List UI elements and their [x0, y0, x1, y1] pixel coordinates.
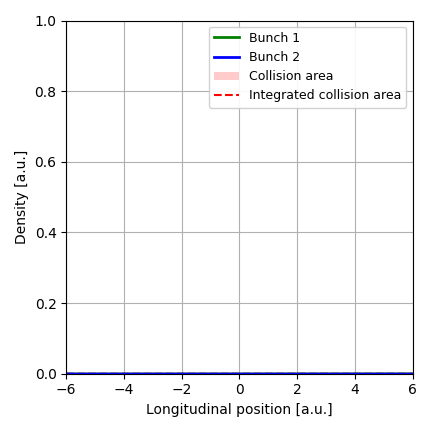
Bunch 1 [232, 371, 237, 376]
Integrated collision area [399, 371, 404, 376]
Bunch 2 [410, 371, 415, 376]
Bunch 1 [337, 371, 342, 376]
Bunch 2 [223, 371, 228, 376]
Bunch 2 [232, 371, 237, 376]
Bunch 2 [81, 371, 86, 376]
Integrated collision area [232, 371, 237, 376]
Bunch 2 [64, 371, 69, 376]
Bunch 2 [400, 371, 405, 376]
Integrated collision area [81, 371, 86, 376]
Bunch 1 [223, 371, 228, 376]
Bunch 1 [400, 371, 405, 376]
Bunch 2 [337, 371, 342, 376]
Integrated collision area [400, 371, 405, 376]
Bunch 2 [400, 371, 405, 376]
Integrated collision area [223, 371, 228, 376]
Legend: Bunch 1, Bunch 2, Collision area, Integrated collision area: Bunch 1, Bunch 2, Collision area, Integr… [209, 27, 407, 108]
Integrated collision area [410, 371, 415, 376]
X-axis label: Longitudinal position [a.u.]: Longitudinal position [a.u.] [146, 403, 333, 417]
Bunch 1 [64, 371, 69, 376]
Integrated collision area [64, 371, 69, 376]
Bunch 1 [81, 371, 86, 376]
Bunch 1 [400, 371, 405, 376]
Integrated collision area [400, 371, 405, 376]
Bunch 1 [410, 371, 415, 376]
Y-axis label: Density [a.u.]: Density [a.u.] [15, 150, 29, 244]
Integrated collision area [337, 371, 342, 376]
